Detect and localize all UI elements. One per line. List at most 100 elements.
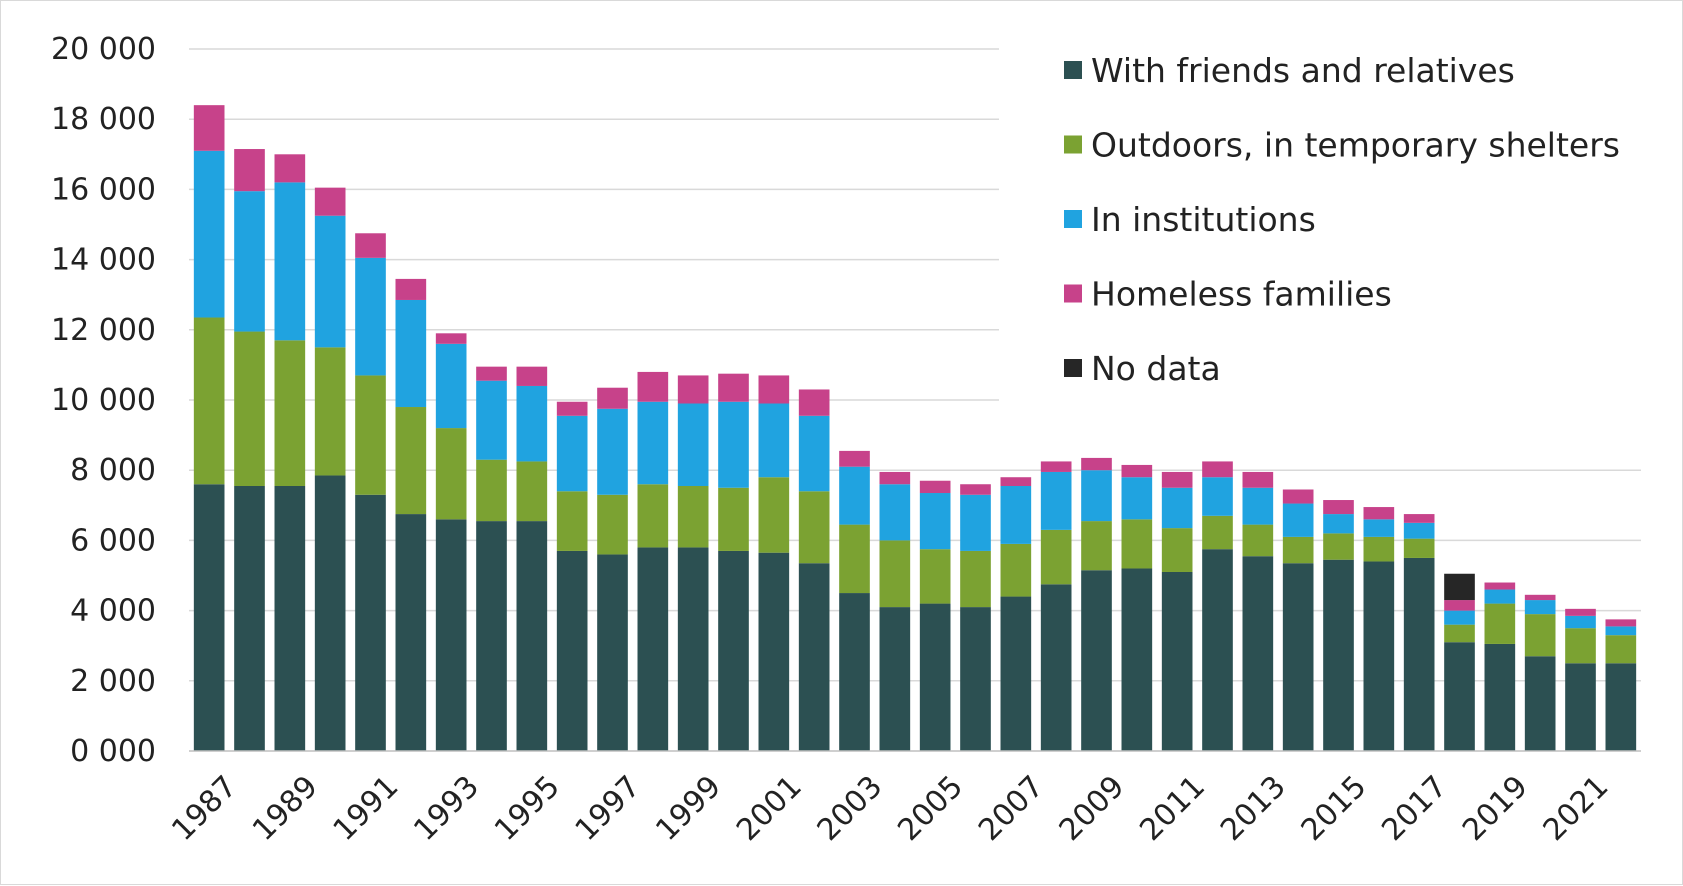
bar-segment [1403, 522, 1435, 539]
bar-stack-2011 [1161, 471, 1193, 751]
bar-segment [1161, 487, 1193, 529]
bar-segment [234, 149, 265, 192]
y-tick-label: 18 000 [51, 102, 156, 137]
y-tick-label: 4 000 [70, 594, 156, 629]
bar-segment [395, 299, 427, 408]
bar-segment [556, 550, 588, 751]
bar-segment [193, 484, 225, 751]
bar-segment [637, 547, 669, 751]
bar-stack-1993 [435, 333, 467, 751]
bar-segment [1081, 570, 1112, 751]
bar-stack-2015 [1323, 500, 1354, 751]
bar-segment [1565, 608, 1596, 616]
bar-segment [274, 182, 306, 341]
bar-stack-2009 [1081, 457, 1112, 751]
y-axis-tick-labels: 0 000 2 000 4 000 6 000 8 000 10 000 12 000 14 … [51, 32, 156, 769]
bar-segment [758, 477, 790, 553]
bar-segment [718, 373, 749, 402]
bar-segment [314, 215, 346, 348]
x-tick-label: 1991 [327, 769, 406, 848]
x-tick-label: 2017 [1375, 769, 1454, 848]
bar-segment [677, 485, 709, 548]
legend-item: No data [1064, 349, 1221, 388]
bar-segment [758, 375, 790, 404]
bar-segment [1282, 489, 1314, 504]
bar-segment [1161, 571, 1193, 751]
bar-segment [919, 549, 951, 604]
bar-stack-1988 [234, 149, 265, 751]
bar-segment [919, 493, 951, 550]
x-tick-label: 1987 [165, 769, 244, 848]
bar-segment [1242, 556, 1274, 751]
bar-segment [1121, 464, 1153, 478]
bar-segment [1605, 619, 1637, 627]
bar-segment [193, 150, 225, 318]
bar-segment [1202, 549, 1233, 751]
bar-segment [677, 547, 709, 751]
x-tick-label: 1997 [569, 769, 648, 848]
legend-item: Outdoors, in temporary shelters [1064, 126, 1620, 165]
bar-segment [677, 375, 709, 404]
bar-stack-2003 [839, 450, 870, 751]
bar-stack-2000 [718, 373, 749, 751]
bar-segment [919, 603, 951, 751]
y-tick-label: 2 000 [70, 664, 156, 699]
bar-stack-2005 [919, 480, 951, 751]
legend-item: With friends and relatives [1064, 51, 1515, 90]
bar-segment [1484, 643, 1516, 751]
bar-segment [1161, 471, 1193, 488]
bar-segment [556, 401, 588, 416]
bar-stack-2016 [1363, 507, 1395, 751]
x-tick-label: 1995 [488, 769, 567, 848]
bar-segment [1363, 536, 1395, 562]
bar-segment [1323, 533, 1354, 560]
bar-segment [1484, 603, 1516, 644]
bar-stack-1989 [274, 154, 306, 751]
x-axis-tick-labels: 1987 1989 1991 1993 1995 1997 1999 2001 2003 2005… [165, 769, 1615, 848]
bar-segment [1524, 656, 1556, 751]
bar-segment [1484, 589, 1516, 604]
x-tick-label: 1993 [407, 769, 486, 848]
bar-stack-2010 [1121, 464, 1153, 751]
bar-segment [1403, 557, 1435, 751]
bar-segment [839, 524, 870, 594]
bar-stack-2022 [1605, 619, 1637, 751]
legend-item: In institutions [1064, 200, 1316, 239]
bar-stack-1996 [556, 401, 588, 751]
bar-segment [355, 257, 386, 376]
x-tick-label: 1999 [649, 769, 728, 848]
bar-segment [1605, 663, 1637, 751]
bar-segment [476, 459, 507, 522]
bar-segment [1444, 624, 1475, 643]
bar-stack-2021 [1565, 608, 1596, 751]
bar-segment [637, 401, 669, 485]
legend-label: Outdoors, in temporary shelters [1091, 126, 1620, 165]
bar-segment [1363, 507, 1395, 520]
x-tick-label: 2013 [1214, 769, 1293, 848]
bar-segment [960, 484, 991, 495]
bar-segment [718, 487, 749, 551]
bar-segment [1081, 521, 1112, 571]
bar-segment [597, 408, 628, 495]
bar-segment [1161, 528, 1193, 572]
bar-segment [1000, 477, 1032, 486]
bar-segment [516, 461, 548, 522]
bar-stack-1990 [314, 187, 346, 751]
bar-segment [1121, 477, 1153, 520]
bar-segment [193, 105, 225, 151]
bar-segment [435, 333, 467, 344]
legend-swatch [1064, 284, 1082, 303]
bar-segment [1605, 635, 1637, 664]
bar-segment [234, 485, 265, 751]
bar-segment [597, 387, 628, 409]
x-tick-label: 2003 [811, 769, 890, 848]
bar-segment [516, 521, 548, 751]
bar-segment [395, 514, 427, 751]
bar-segment [960, 550, 991, 608]
bar-segment [1040, 461, 1072, 472]
legend-label: No data [1091, 349, 1221, 388]
x-tick-label: 2005 [891, 769, 970, 848]
legend-swatch [1064, 135, 1082, 154]
bar-segment [919, 480, 951, 494]
